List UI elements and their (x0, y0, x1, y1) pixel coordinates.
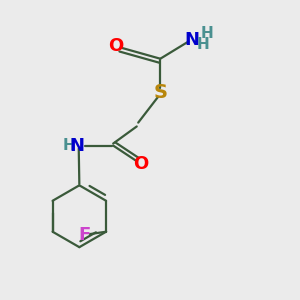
Text: H: H (196, 38, 209, 52)
Text: F: F (78, 226, 90, 244)
Text: N: N (184, 32, 200, 50)
Text: H: H (63, 138, 75, 153)
Text: O: O (134, 155, 149, 173)
Text: S: S (153, 83, 167, 102)
Text: N: N (70, 136, 85, 154)
Text: H: H (200, 26, 213, 41)
Text: O: O (108, 38, 123, 56)
